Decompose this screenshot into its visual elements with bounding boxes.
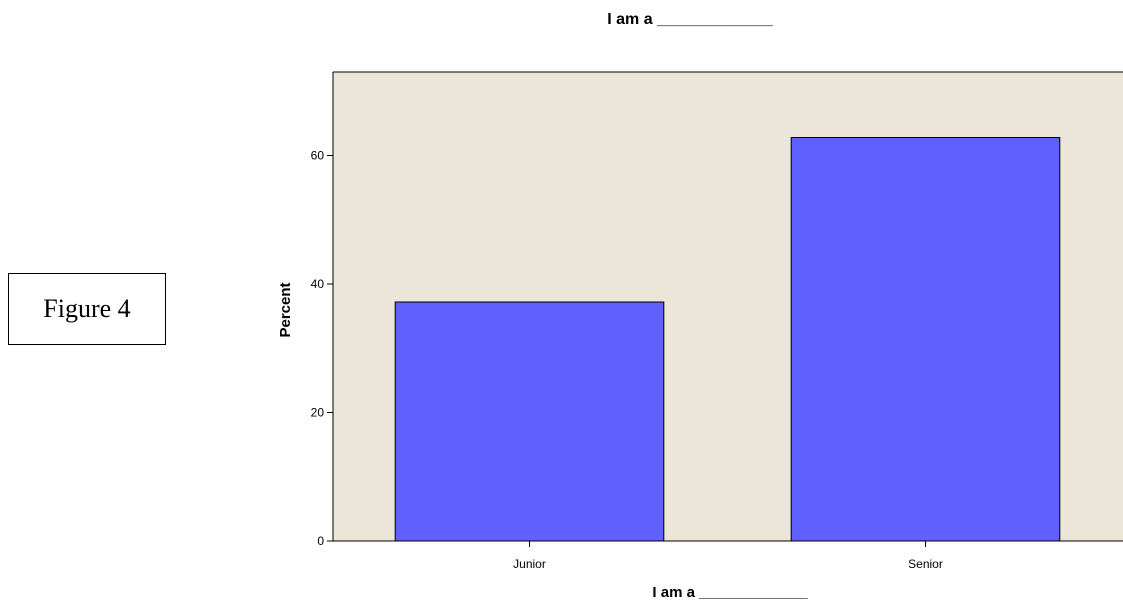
x-tick-label-junior: Junior [513, 557, 546, 571]
x-axis-title: I am a _____________ [652, 584, 808, 601]
chart-title: I am a _____________ [607, 11, 774, 28]
bar-junior [394, 301, 665, 542]
y-tick-label: 40 [311, 277, 325, 291]
figure-label: Figure 4 [8, 273, 166, 345]
y-axis-title: Percent [277, 282, 294, 337]
y-tick-label: 0 [317, 534, 324, 548]
figure-label-text: Figure 4 [43, 294, 131, 323]
y-tick-label: 60 [311, 149, 325, 163]
bar-senior [790, 137, 1061, 542]
y-tick-label: 20 [311, 406, 325, 420]
x-tick-label-senior: Senior [908, 557, 943, 571]
